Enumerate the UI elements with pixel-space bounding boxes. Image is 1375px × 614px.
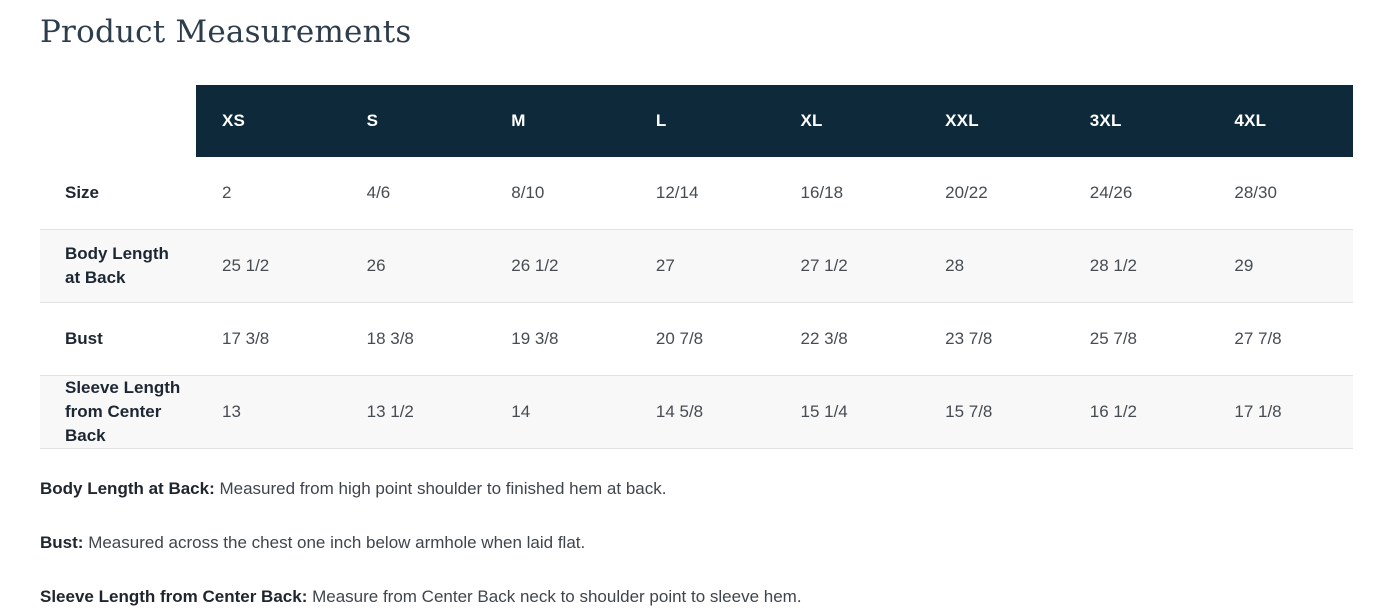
- footnote-sleeve-length: Sleeve Length from Center Back: Measure …: [40, 585, 1353, 609]
- table-cell: 29: [1234, 256, 1254, 275]
- measurement-definitions: Body Length at Back: Measured from high …: [40, 477, 1353, 609]
- footnote-term: Sleeve Length from Center Back:: [40, 587, 308, 606]
- column-header-xxl: XXL: [919, 85, 1064, 157]
- column-header-4xl: 4XL: [1208, 85, 1353, 157]
- column-header-xl: XL: [774, 85, 920, 157]
- footnote-bust: Bust: Measured across the chest one inch…: [40, 531, 1353, 555]
- table-cell: 28: [945, 256, 965, 275]
- table-row-body-length: Body Length at Back 25 1/2 26 26 1/2 27 …: [40, 230, 1353, 303]
- row-label: Bust: [65, 329, 103, 348]
- table-cell: 16/18: [800, 183, 844, 202]
- table-cell: 13: [222, 402, 241, 421]
- table-cell: 28/30: [1234, 183, 1277, 202]
- table-cell: 20 7/8: [655, 329, 704, 348]
- table-cell: 15 7/8: [945, 402, 993, 421]
- table-row-size: Size 2 4/6 8/10 12/14 16/18 20/22 24/26 …: [40, 157, 1353, 230]
- table-cell: 18 3/8: [366, 329, 414, 348]
- row-label: Sleeve Length from Center Back: [65, 378, 181, 445]
- table-cell: 27 1/2: [800, 256, 848, 275]
- table-cell: 4/6: [366, 183, 391, 202]
- table-row-sleeve-length: Sleeve Length from Center Back 13 13 1/2…: [40, 376, 1353, 449]
- table-cell: 27 7/8: [1234, 329, 1282, 348]
- table-cell: 24/26: [1089, 183, 1133, 202]
- page-title: Product Measurements: [40, 14, 412, 50]
- footnote-term: Bust:: [40, 533, 84, 552]
- table-cell: 20/22: [945, 183, 988, 202]
- footnote-term: Body Length at Back:: [40, 479, 215, 498]
- table-cell: 15 1/4: [800, 402, 848, 421]
- table-cell: 25 1/2: [222, 256, 270, 275]
- footnote-definition: Measure from Center Back neck to shoulde…: [312, 587, 802, 606]
- table-cell: 28 1/2: [1089, 256, 1138, 275]
- table-cell: 26 1/2: [511, 256, 559, 275]
- footnote-body-length: Body Length at Back: Measured from high …: [40, 477, 1353, 501]
- table-cell: 16 1/2: [1089, 402, 1138, 421]
- table-cell: 13 1/2: [366, 402, 414, 421]
- table-cell: 14: [511, 402, 531, 421]
- table-header-corner: [40, 85, 196, 157]
- table-cell: 25 7/8: [1089, 329, 1138, 348]
- table-header-row: XS S M L XL XXL 3XL 4XL: [40, 85, 1353, 157]
- footnote-definition: Measured across the chest one inch below…: [88, 533, 586, 552]
- table-cell: 23 7/8: [945, 329, 993, 348]
- column-header-l: L: [629, 85, 775, 157]
- table-cell: 2: [222, 183, 232, 202]
- table-cell: 26: [366, 256, 386, 275]
- column-header-3xl: 3XL: [1063, 85, 1209, 157]
- table-cell: 17 1/8: [1234, 402, 1282, 421]
- row-label: Body Length at Back: [65, 244, 169, 287]
- table-cell: 17 3/8: [222, 329, 270, 348]
- table-cell: 27: [655, 256, 675, 275]
- footnote-definition: Measured from high point shoulder to fin…: [219, 479, 667, 498]
- table-cell: 12/14: [655, 183, 699, 202]
- table-row-bust: Bust 17 3/8 18 3/8 19 3/8 20 7/8 22 3/8 …: [40, 303, 1353, 376]
- measurements-table: XS S M L XL XXL 3XL 4XL Size 2 4/6 8/10 …: [40, 85, 1353, 449]
- table-cell: 19 3/8: [511, 329, 559, 348]
- column-header-s: S: [340, 85, 486, 157]
- table-cell: 8/10: [511, 183, 545, 202]
- column-header-xs: XS: [196, 85, 341, 157]
- table-cell: 22 3/8: [800, 329, 848, 348]
- row-label: Size: [65, 183, 100, 202]
- table-cell: 14 5/8: [655, 402, 704, 421]
- column-header-m: M: [485, 85, 630, 157]
